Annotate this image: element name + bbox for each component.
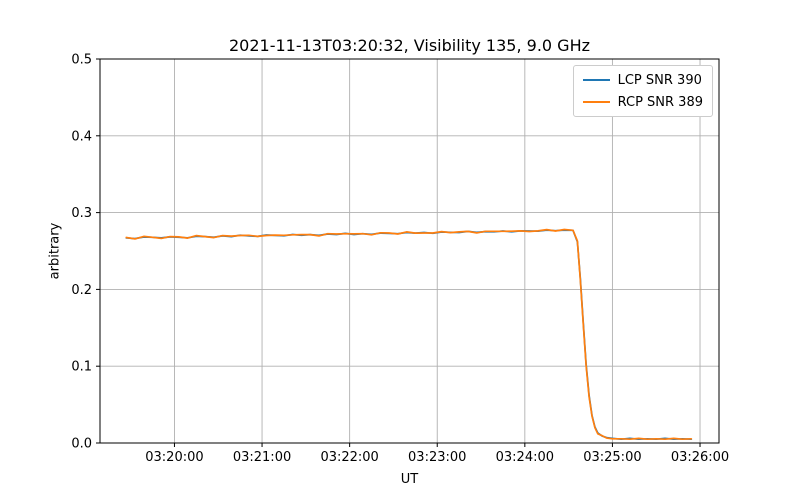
y-tick-label: 0.4 [71,129,92,144]
series-line-rcp [125,228,693,441]
y-axis-label: arbitrary [47,222,63,280]
y-tick-label: 0.0 [71,437,92,452]
rcp-line-swatch [582,101,610,103]
y-tick-label: 0.2 [71,283,92,298]
legend-item-lcp: LCP SNR 390 [582,71,703,89]
chart-title: 2021-11-13T03:20:32, Visibility 135, 9.0… [229,36,590,55]
y-tick-label: 0.1 [71,360,92,375]
legend-item-rcp: RCP SNR 389 [582,93,703,111]
x-tick-label: 03:21:00 [233,450,291,465]
axes-frame [99,58,720,444]
lcp-line-swatch [582,79,610,81]
y-tick-label: 0.3 [71,206,92,221]
y-tick-label: 0.5 [71,53,92,68]
x-tick-label: 03:25:00 [583,450,641,465]
x-tick-label: 03:20:00 [145,450,203,465]
x-tick-label: 03:26:00 [671,450,729,465]
series-line-lcp [125,229,693,441]
x-axis-label: UT [400,472,419,487]
legend: LCP SNR 390 RCP SNR 389 [572,65,713,117]
x-tick-label: 03:24:00 [496,450,554,465]
legend-label-rcp: RCP SNR 389 [617,94,703,110]
x-tick-label: 03:23:00 [408,450,466,465]
x-tick-label: 03:22:00 [320,450,378,465]
legend-label-lcp: LCP SNR 390 [617,72,702,88]
